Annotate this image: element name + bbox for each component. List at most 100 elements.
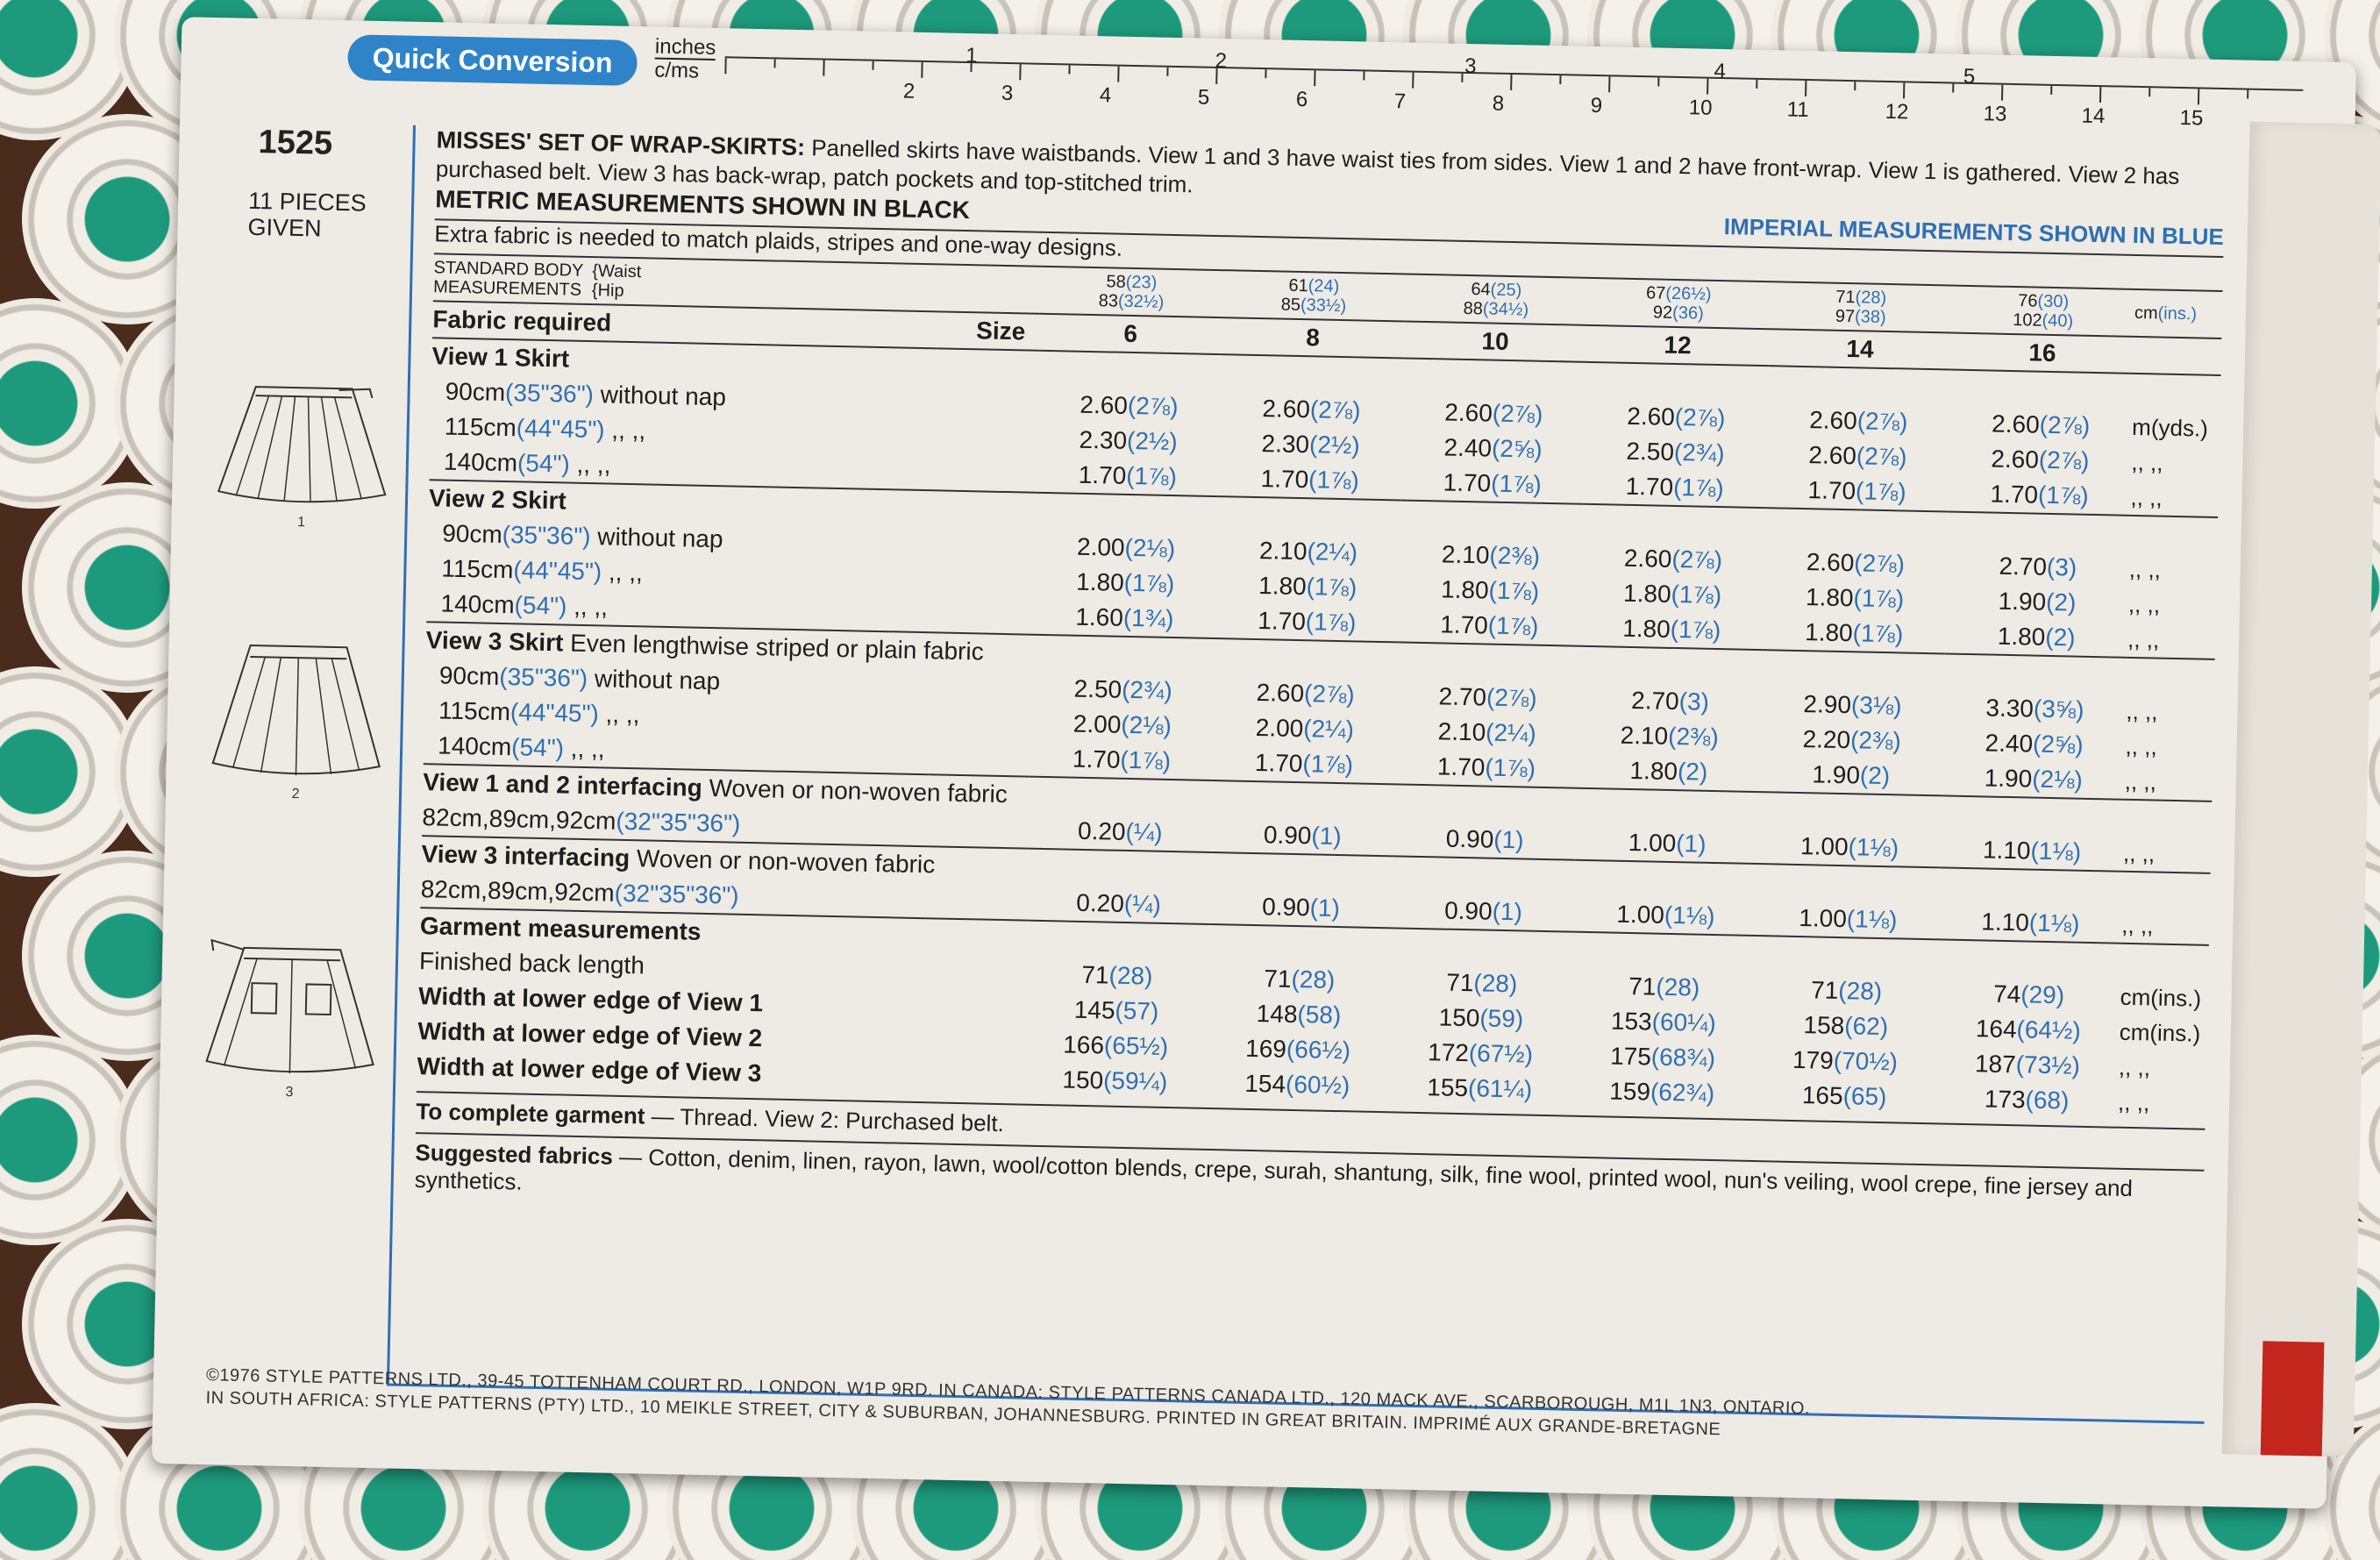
- ruler-cm-tick: [823, 60, 825, 76]
- value-cell: 2.60(2⅞): [1582, 540, 1765, 579]
- metric-value: 2.60: [1991, 445, 2040, 474]
- metric-value: 0.90: [1261, 893, 1311, 922]
- value-cell: 74(29): [1937, 975, 2120, 1014]
- row-unit: ,, ,,: [2131, 448, 2163, 476]
- metric-value: 158: [1803, 1011, 1845, 1040]
- standard-unit-cell: cm(ins.): [2134, 290, 2222, 338]
- value-cell: 71(28): [1208, 960, 1391, 999]
- ruler-minor-tick: [773, 59, 776, 68]
- metric-value: 2.60: [1262, 395, 1311, 424]
- waist-label: {Waist: [592, 261, 642, 282]
- value-cell: 1.70(1⅞): [1400, 464, 1584, 503]
- metric-value: 1.60: [1075, 602, 1124, 631]
- waist-cm: 76: [2018, 291, 2038, 311]
- ruler-cm-tick: [1903, 82, 1906, 99]
- imperial-value: (3⅛): [1850, 691, 1902, 720]
- hip-in: (40): [2042, 310, 2074, 331]
- value-cell: 145(57): [1025, 992, 1208, 1030]
- metric-value: 148: [1256, 1000, 1298, 1029]
- imperial-value: (1⅞): [1488, 576, 1540, 605]
- fabric-width-in: (44"45"): [509, 698, 600, 728]
- imperial-value: (57): [1115, 996, 1159, 1025]
- value-cell: 1.80(1⅞): [1399, 571, 1582, 609]
- ruler-inch-number: 1: [966, 43, 978, 68]
- ruler-cm-number: 8: [1492, 91, 1505, 116]
- value-cell: 2.50(2¾): [1584, 433, 1767, 472]
- fabric-width-note: ,, ,,: [611, 416, 646, 445]
- interfacing-view-3-title: View 3 interfacing: [421, 840, 631, 873]
- hip-measurement: 97(38): [1770, 305, 1952, 328]
- unit-cm: cm: [2134, 303, 2158, 324]
- imperial-value: (2⅞): [1856, 442, 1907, 471]
- ruler-cm-tick: [2197, 89, 2200, 105]
- value-cell: 71(28): [1755, 972, 1938, 1010]
- waist-cm: 64: [1471, 280, 1491, 300]
- imperial-value: (2⅞): [1854, 549, 1906, 578]
- value-cell: 2.10(2⅜): [1400, 536, 1583, 574]
- fabric-width-note: without nap: [600, 381, 727, 411]
- fabric-width-note: without nap: [594, 665, 721, 695]
- size-10-header: 10: [1403, 321, 1587, 362]
- row-spacer: [927, 810, 1030, 848]
- view-3-sketch: 3: [202, 930, 381, 1102]
- red-corner-mark: [2260, 1341, 2325, 1457]
- metric-value: 2.60: [1808, 441, 1857, 470]
- ruler-cm-number: 6: [1295, 87, 1308, 112]
- ruler-cm-number: 5: [1197, 85, 1210, 110]
- ruler-cm-tick: [1314, 70, 1316, 87]
- value-cell: 2.70(3): [1946, 547, 2129, 586]
- value-cell: 150(59): [1390, 999, 1573, 1037]
- row-spacer: [929, 738, 1031, 776]
- ruler-minor-tick: [2247, 89, 2249, 99]
- metric-value: 0.90: [1445, 824, 1494, 853]
- row-unit: ,, ,,: [2127, 625, 2160, 653]
- value-cell: 71(28): [1572, 968, 1756, 1007]
- value-cell: 2.60(2⅞): [1764, 544, 1948, 582]
- imperial-value: (1⅞): [1670, 615, 1721, 645]
- metric-value: 2.60: [1256, 679, 1305, 708]
- imperial-value: (1⅞): [1308, 466, 1360, 495]
- imperial-value: (2½): [1308, 431, 1360, 459]
- value-cell: 169(66½): [1207, 1030, 1390, 1069]
- metric-value: 71: [1081, 960, 1109, 989]
- imperial-value: (1⅛): [1846, 905, 1898, 934]
- imperial-value: (62): [1844, 1012, 1889, 1041]
- size-6-header: 6: [1038, 313, 1222, 355]
- value-cell: 2.40(2⅝): [1942, 724, 2126, 763]
- row-spacer: [934, 454, 1037, 492]
- hip-label: {Hip: [591, 281, 624, 301]
- ruler-inch-number: 4: [1714, 59, 1727, 84]
- ruler-minor-tick: [1559, 75, 1562, 85]
- imperial-value: (1⅞): [1853, 584, 1905, 613]
- ruler-minor-tick: [1166, 67, 1169, 76]
- value-cell: 1.80(1⅞): [1580, 610, 1764, 650]
- value-cell: 0.20(¼): [1029, 813, 1212, 852]
- metric-value: 1.70: [1072, 744, 1121, 773]
- metric-value: 1.90: [1998, 587, 2047, 616]
- imperial-value: (28): [1291, 965, 1336, 994]
- imperial-value: (1⅞): [1487, 611, 1539, 640]
- info-content: MISSES' SET OF WRAP-SKIRTS: Panelled ski…: [414, 125, 2226, 1231]
- waist-in: (24): [1308, 276, 1340, 296]
- imperial-value: (1⅞): [1302, 750, 1354, 779]
- pieces-count: 11 PIECES GIVEN: [247, 188, 380, 243]
- imperial-value: (1⅞): [1852, 619, 1904, 648]
- imperial-value: (2⅜): [1489, 541, 1541, 570]
- value-cell: 2.60(2⅞): [1585, 398, 1768, 437]
- fabric-width-cm: 140cm: [440, 589, 515, 619]
- metric-value: 165: [1801, 1081, 1843, 1110]
- imperial-value: (66½): [1286, 1035, 1351, 1065]
- metric-value: 153: [1610, 1007, 1653, 1036]
- skirt-view-3-icon: [205, 938, 374, 1074]
- imperial-value: (1): [1492, 897, 1523, 926]
- standard-measurement-cell: 76(30) 102(40): [1951, 287, 2134, 337]
- fabric-width-in: (35"36"): [502, 520, 591, 551]
- ruler-inch-number: 5: [1963, 64, 1976, 89]
- value-cell: 159(62¾): [1571, 1073, 1754, 1112]
- ruler-cm-number: 12: [1885, 99, 1909, 125]
- ruler-unit-cms: c/ms: [654, 57, 716, 83]
- value-cell: 1.70(1⅞): [1030, 741, 1214, 780]
- imperial-value: (3): [1678, 687, 1710, 716]
- fabric-width-cm: 140cm: [443, 447, 518, 477]
- value-cell: 2.10(2⅜): [1578, 717, 1761, 756]
